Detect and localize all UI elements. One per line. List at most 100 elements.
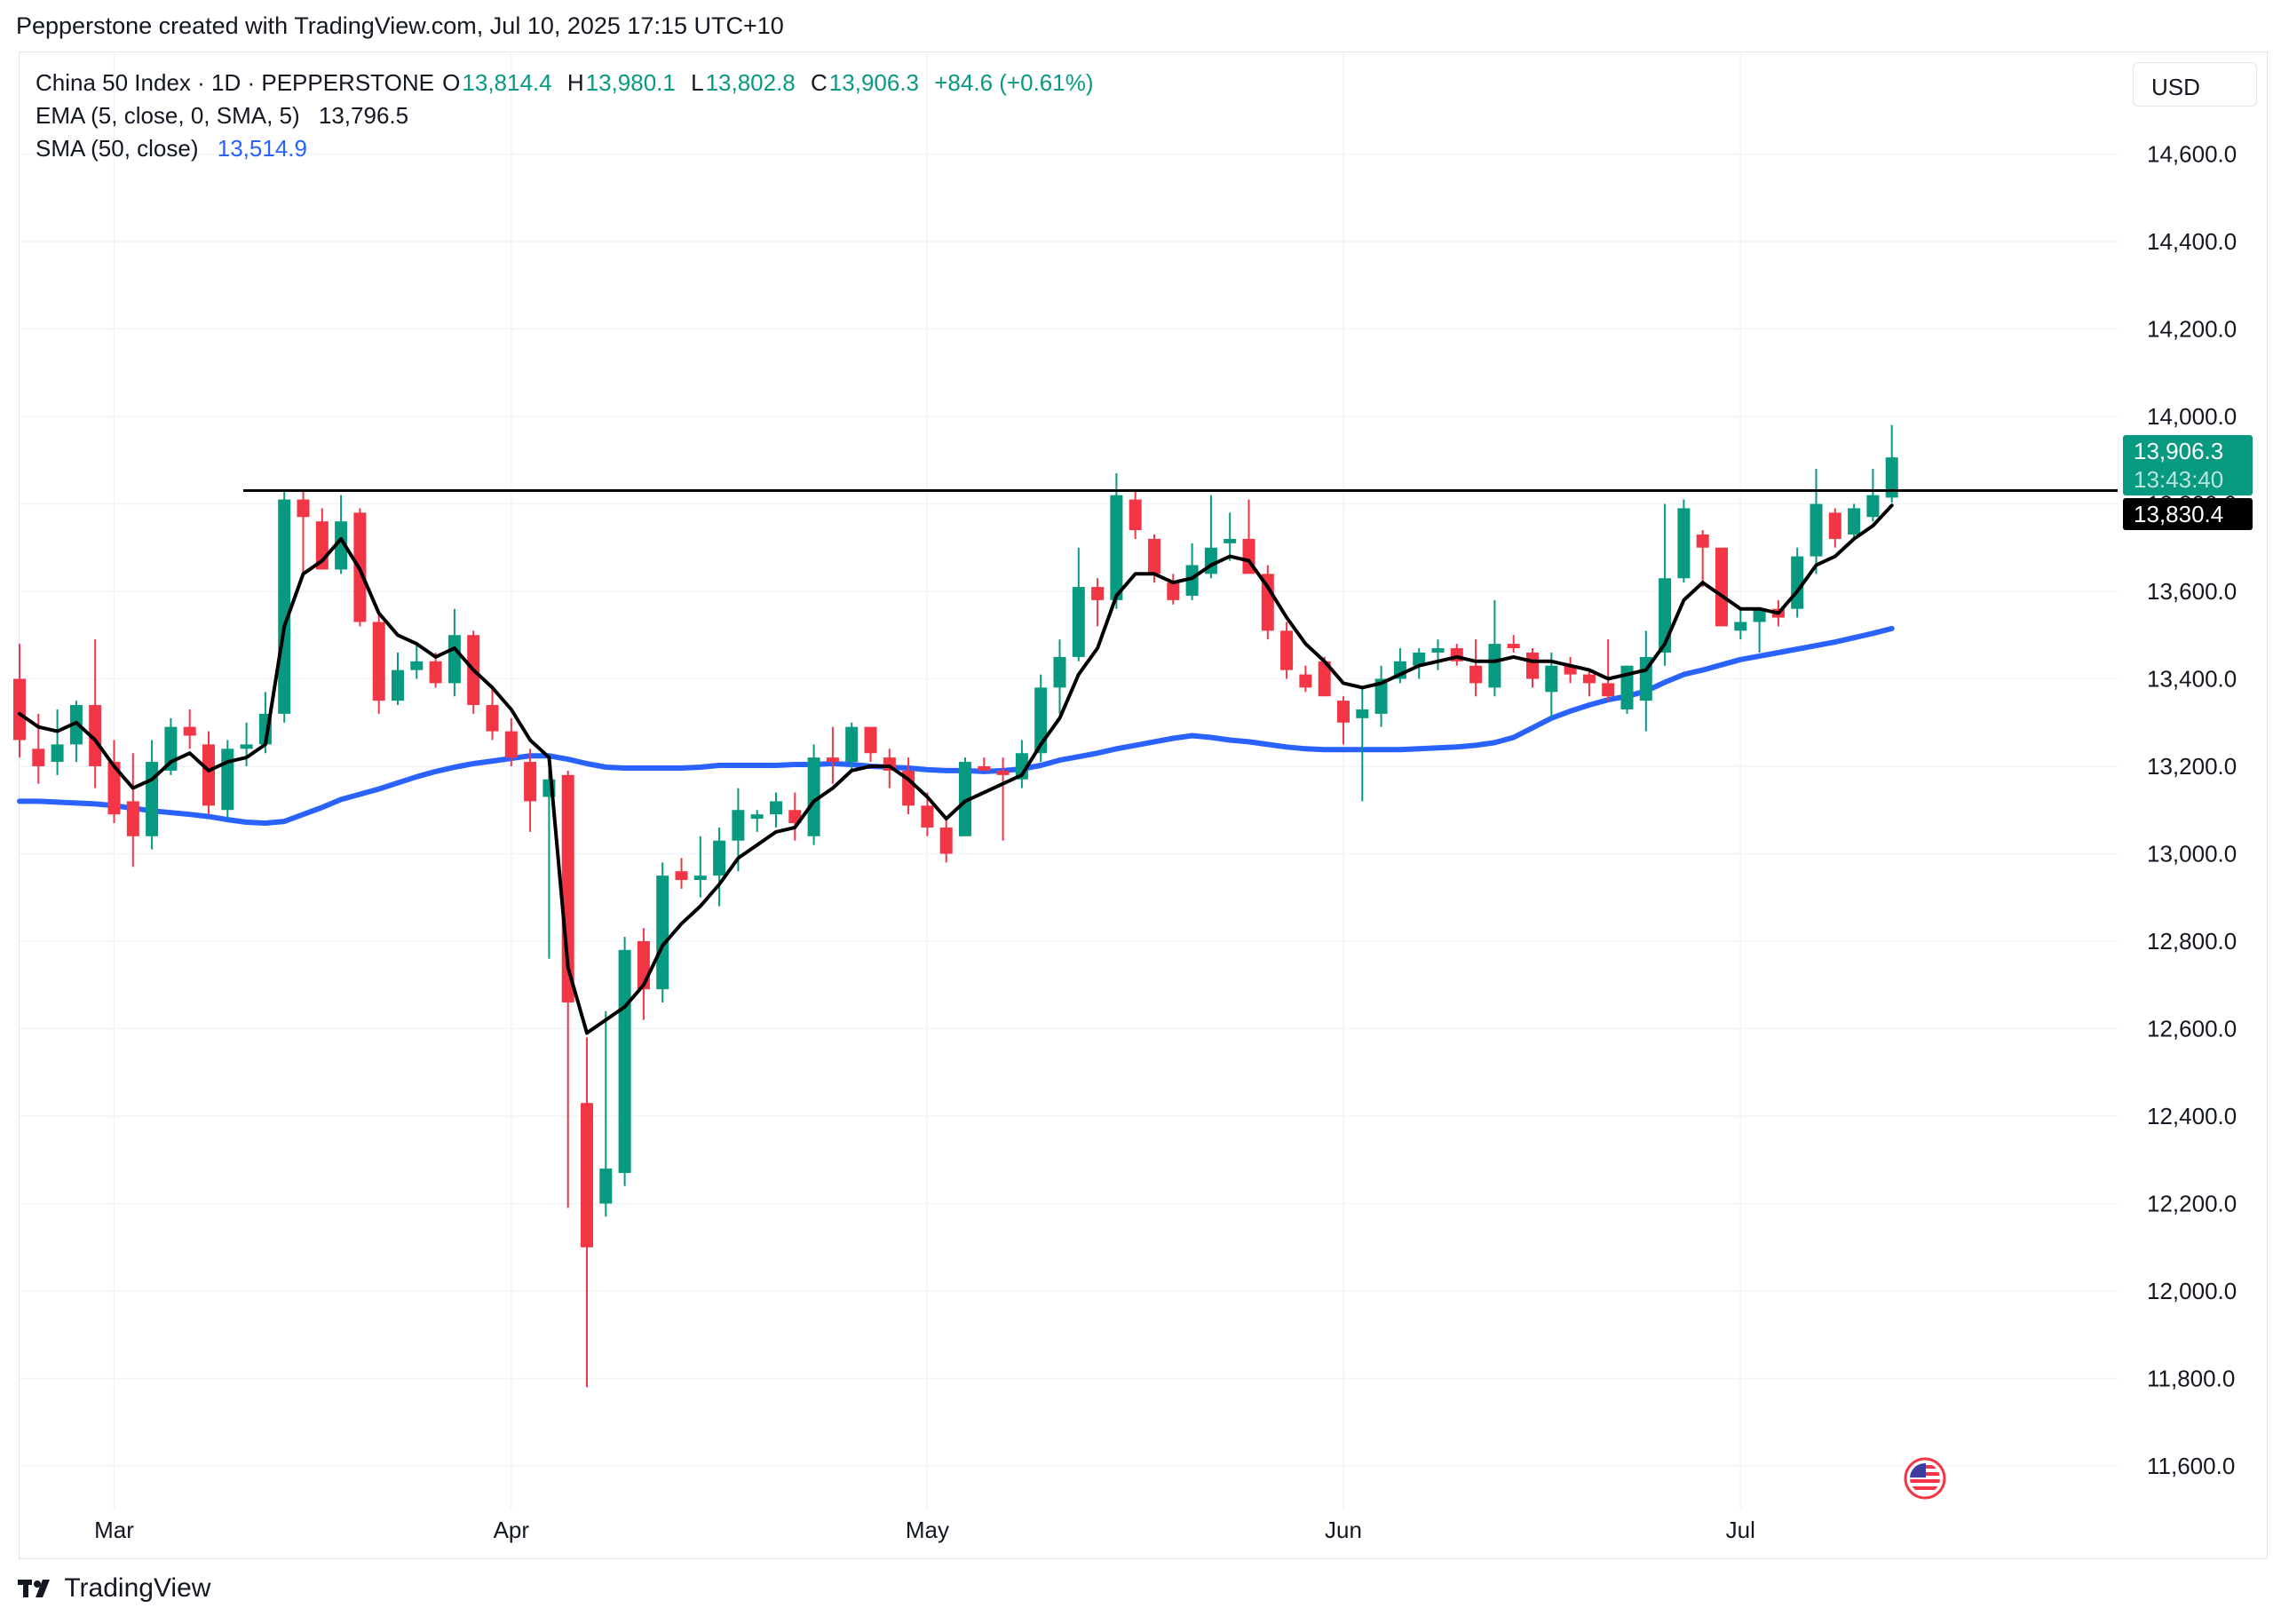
candle <box>1450 644 1463 666</box>
price-tick-label: 13,200.0 <box>2147 753 2237 780</box>
chart-frame <box>19 51 2268 1559</box>
candle <box>410 644 424 679</box>
candle <box>524 749 537 832</box>
candle-body <box>732 810 745 841</box>
candle-body <box>826 757 839 763</box>
candle <box>1356 687 1369 802</box>
legend-open-label: O <box>442 69 461 96</box>
candle-body <box>1507 644 1520 649</box>
candle <box>89 639 102 788</box>
grid <box>20 53 2118 1509</box>
price-tick-label: 14,400.0 <box>2147 228 2237 255</box>
candle-body <box>240 744 253 749</box>
candle <box>1602 639 1615 701</box>
legend-symbol[interactable]: China 50 Index · 1D · PEPPERSTONE <box>36 69 434 96</box>
candle-body <box>1602 683 1615 697</box>
candle <box>13 644 26 758</box>
candle-body <box>1356 709 1369 718</box>
candle-body <box>1582 674 1596 684</box>
candle-body <box>959 762 971 836</box>
candle <box>1639 630 1652 732</box>
candle <box>335 495 348 574</box>
candle <box>486 687 499 741</box>
candle <box>618 937 631 1186</box>
candle <box>202 731 215 815</box>
candle <box>1734 608 1747 640</box>
legend-sma[interactable]: SMA (50, close) 13,514.9 <box>36 135 309 162</box>
us-flag-icon[interactable] <box>1903 1456 1947 1501</box>
candle <box>826 726 839 784</box>
candle-body <box>618 949 631 1174</box>
candle-body <box>1715 547 1728 627</box>
candle <box>845 722 859 771</box>
candle-body <box>429 661 442 684</box>
candle <box>51 709 64 775</box>
candle <box>372 613 385 714</box>
candle <box>996 757 1010 841</box>
candle <box>1261 565 1274 640</box>
candle <box>1185 543 1199 600</box>
candle-body <box>1469 665 1483 684</box>
candle-body <box>126 801 139 836</box>
sma-label: SMA (50, close) <box>36 135 199 162</box>
candle <box>1224 512 1237 561</box>
candle-body <box>1337 701 1350 723</box>
price-tick-label: 13,000.0 <box>2147 841 2237 867</box>
price-tick-label: 11,600.0 <box>2147 1453 2235 1479</box>
candle <box>1582 669 1596 697</box>
candle <box>1299 665 1312 693</box>
candle-body <box>713 840 726 876</box>
candle-body <box>1261 574 1274 631</box>
candle-body <box>921 805 934 828</box>
currency-button[interactable]: USD <box>2133 62 2257 107</box>
candle-body <box>807 757 820 836</box>
candle <box>599 1010 613 1217</box>
candle-body <box>1185 565 1199 596</box>
candle-body <box>1110 495 1123 600</box>
legend-open-value: 13,814.4 <box>462 69 552 96</box>
candle-body <box>1167 582 1180 600</box>
candle <box>1015 740 1028 788</box>
candle <box>1053 639 1066 714</box>
candle-body <box>1413 652 1426 666</box>
candle <box>447 608 461 697</box>
candle <box>1413 648 1426 679</box>
candle <box>1677 499 1691 583</box>
candle-body <box>770 801 782 815</box>
legend-high-label: H <box>566 69 584 96</box>
candle-body <box>693 875 707 881</box>
candle <box>1545 652 1558 718</box>
tradingview-logo[interactable]: TradingView <box>18 1573 210 1604</box>
sma-value: 13,514.9 <box>217 135 307 162</box>
candle-body <box>372 622 385 701</box>
candle <box>675 858 688 889</box>
candle-body <box>656 875 669 990</box>
last-price-value: 13,906.3 <box>2134 438 2224 464</box>
candle-body <box>392 669 404 701</box>
candle-body <box>1696 534 1709 548</box>
candle <box>1828 508 1841 548</box>
price-tick-label: 14,200.0 <box>2147 316 2237 343</box>
candle-body <box>1848 508 1861 535</box>
candle <box>126 753 139 867</box>
candle <box>146 740 159 850</box>
price-tick-label: 12,600.0 <box>2147 1016 2237 1042</box>
candle <box>392 652 404 706</box>
candle-body <box>1677 508 1691 579</box>
candle <box>561 770 574 1208</box>
candle-body <box>1053 656 1066 688</box>
candle-body <box>1488 644 1501 688</box>
legend-ema[interactable]: EMA (5, close, 0, SMA, 5) 13,796.5 <box>36 102 410 130</box>
candle-body <box>750 814 764 820</box>
candle-body <box>524 762 537 802</box>
tradingview-brand-text: TradingView <box>64 1573 211 1603</box>
price-axis: 11,600.0 11,800.0 12,000.0 12,200.0 12,400.0… <box>2147 141 2237 1480</box>
price-tick-label: 12,200.0 <box>2147 1191 2237 1217</box>
ema-line <box>18 503 1894 1035</box>
legend-change: +84.6 (+0.61%) <box>934 69 1094 96</box>
candle <box>1469 639 1483 697</box>
candle-body <box>13 678 26 741</box>
candle <box>864 726 877 763</box>
candles-group <box>13 424 1898 1388</box>
